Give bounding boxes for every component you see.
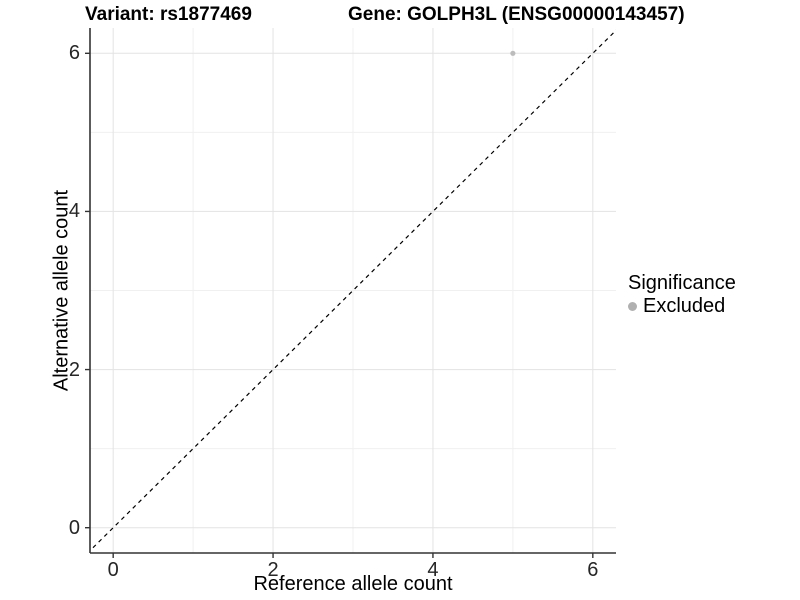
plot-panel bbox=[85, 28, 616, 558]
legend-point-icon bbox=[628, 302, 637, 311]
y-tick-label: 0 bbox=[68, 516, 80, 539]
x-tick-label: 2 bbox=[267, 559, 279, 581]
y-axis-title: Alternative allele count bbox=[50, 189, 73, 392]
x-tick-label: 6 bbox=[587, 559, 599, 581]
legend: Significance Excluded bbox=[628, 272, 736, 318]
legend-title: Significance bbox=[628, 272, 736, 294]
y-tick-label: 2 bbox=[68, 358, 80, 381]
x-axis-title: Reference allele count bbox=[253, 573, 453, 595]
legend-item-label: Excluded bbox=[643, 295, 726, 317]
x-tick-label: 0 bbox=[107, 559, 119, 581]
legend-item-excluded: Excluded bbox=[628, 295, 736, 318]
identity-line bbox=[90, 29, 616, 552]
y-tick-label: 4 bbox=[68, 200, 80, 223]
gene-title: Gene: GOLPH3L (ENSG00000143457) bbox=[348, 4, 685, 25]
variant-title: Variant: rs1877469 bbox=[85, 4, 252, 25]
y-tick-label: 6 bbox=[68, 42, 80, 65]
x-tick-label: 4 bbox=[427, 559, 439, 581]
data-point bbox=[510, 50, 516, 56]
plot-canvas bbox=[85, 28, 616, 558]
